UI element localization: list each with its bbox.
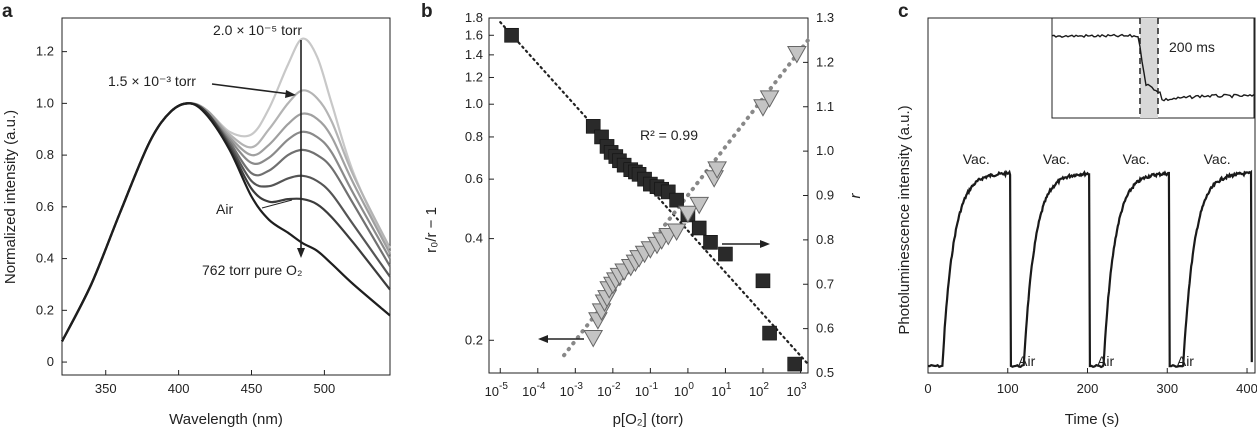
panel-b-ytick-left-label: 1.4: [465, 47, 483, 62]
air-label: Air: [1097, 353, 1114, 369]
panel-b-xtick-label: 10-3: [560, 381, 584, 399]
panel-b-ytick-left-label: 0.6: [465, 171, 483, 186]
square-point: [691, 220, 707, 236]
panel-b-ytick-right-label: 0.9: [816, 188, 834, 203]
pressure-arrow-head: [297, 248, 305, 258]
panel-c-xtick-label: 0: [924, 381, 931, 396]
panel-b-ytick-right-label: 0.6: [816, 321, 834, 336]
panel-b-ylabel-right: r: [847, 193, 864, 199]
panel-letter-a: a: [2, 1, 13, 22]
panel-a-chart: 350 400 450 500 0 0.2 0.4 0.6 0.8 1.0 1.2 Waveleng…: [2, 17, 392, 428]
panel-b-ytick-left-label: 0.8: [465, 129, 483, 144]
air-label: Air: [1177, 353, 1194, 369]
panel-b-ytick-right-label: 1.1: [816, 99, 834, 114]
triangle-point: [707, 161, 727, 179]
panel-a-xtick-label: 450: [241, 381, 263, 396]
panel-a-xtick-label: 400: [168, 381, 190, 396]
panel-b-ylabel-left: r₀/r − 1: [423, 207, 440, 253]
panel-b-xtick-label: 10-5: [485, 381, 509, 399]
panel-a-ytick-label: 1.0: [36, 95, 54, 110]
panel-b-ytick-right-label: 1.3: [816, 10, 834, 25]
square-point: [669, 192, 684, 208]
right-axis-arrow-head: [760, 240, 770, 248]
triangle-point: [787, 46, 807, 64]
panel-b-chart: 10-5 10-4 10-3 10-2 10-1 100 101 102 103 0.2 0.4 0.…: [423, 10, 864, 428]
panel-b-ytick-left-label: 0.4: [465, 231, 483, 246]
left-axis-arrow-head: [538, 335, 548, 343]
spectrum-series-6: [61, 102, 391, 342]
inset-label: 200 ms: [1169, 39, 1215, 55]
square-point: [787, 356, 802, 372]
panel-b-xtick-label: 10-4: [522, 381, 546, 399]
panel-b-ytick-left-label: 1.2: [465, 69, 483, 84]
square-point: [703, 235, 718, 250]
vac-label: Vac.: [1204, 151, 1231, 167]
panel-a-xtick-label: 500: [314, 381, 336, 396]
panel-c-xtick-label: 200: [1077, 381, 1099, 396]
panel-a-ytick-label: 0.2: [36, 302, 54, 317]
vac-label: Vac.: [1123, 151, 1150, 167]
panel-b-xtick-label: 103: [786, 381, 806, 399]
panel-b-ytick-left-label: 0.2: [465, 332, 483, 347]
panel-b-frame: [488, 17, 809, 374]
r-squared-label: R² = 0.99: [640, 127, 698, 143]
vac-label: Vac.: [963, 151, 990, 167]
triangle-point: [689, 196, 710, 215]
panel-c-ylabel: Photoluminescence intensity (a.u.): [896, 105, 913, 334]
panel-c-xtick-label: 100: [997, 381, 1019, 396]
panel-b-xtick-label: 101: [711, 381, 731, 399]
panel-a-ytick-label: 1.2: [36, 44, 54, 59]
vac-label: Vac.: [1043, 151, 1070, 167]
annotation-mid-pressure: 1.5 × 10⁻³ torr: [108, 73, 196, 89]
air-label: Air: [1018, 353, 1035, 369]
panel-b-ytick-right-label: 0.7: [816, 276, 834, 291]
panel-b-ytick-right-label: 0.5: [816, 365, 834, 380]
panel-b-ytick-left-label: 1.6: [465, 27, 483, 42]
panel-a-frame: [61, 17, 391, 376]
panel-c-chart: 0 100 200 300 400 Vac.AirVac.AirVac.AirVac. …: [896, 17, 1257, 428]
panel-c-xtick-label: 400: [1236, 381, 1257, 396]
panel-a-ytick-label: 0: [47, 354, 54, 369]
inset-trace-line: [1051, 33, 1255, 102]
square-point: [718, 246, 733, 262]
panel-a-xlabel: Wavelength (nm): [169, 411, 283, 428]
panel-b-ytick-right-label: 1.0: [816, 143, 834, 158]
square-point: [504, 27, 519, 43]
panel-b-ytick-left-label: 1.0: [465, 96, 483, 111]
panel-letter-b: b: [421, 1, 433, 22]
panel-a-ylabel: Normalized intensity (a.u.): [2, 110, 19, 284]
panel-b-ytick-left-label: 1.8: [465, 10, 483, 25]
triangle-point: [583, 330, 604, 348]
square-point: [755, 273, 771, 289]
panel-b-ytick-right-label: 1.2: [816, 54, 834, 69]
panel-c-xlabel: Time (s): [1065, 411, 1119, 428]
annotation-low-pressure: 2.0 × 10⁻⁵ torr: [213, 22, 302, 38]
triangle-point: [759, 90, 780, 108]
pl-trace-line: [927, 169, 1253, 369]
panel-c-xtick-label: 300: [1156, 381, 1178, 396]
panel-a-xtick-label: 350: [95, 381, 117, 396]
triangle-point: [678, 205, 698, 224]
panel-b-ytick-right-label: 0.8: [816, 232, 834, 247]
inset-highlight: [1140, 18, 1158, 118]
panel-a-ytick-label: 0.6: [36, 199, 54, 214]
panel-b-xtick-label: 10-2: [597, 381, 621, 399]
air-leader-line: [261, 199, 293, 209]
square-point: [762, 325, 777, 341]
panel-a-ytick-label: 0.4: [36, 251, 54, 266]
annotation-air: Air: [216, 201, 233, 217]
panel-b-xtick-label: 100: [674, 381, 694, 399]
mid-arrow-head: [285, 90, 296, 98]
panel-a-ytick-label: 0.8: [36, 147, 54, 162]
panel-letter-c: c: [898, 1, 909, 22]
annotation-o2: 762 torr pure O₂: [202, 262, 302, 278]
triangle-point: [666, 223, 687, 242]
panel-b-xtick-label: 102: [749, 381, 769, 399]
mid-arrow: [211, 83, 291, 95]
panel-b-xlabel: p[O₂] (torr): [613, 411, 684, 428]
spectrum-series-7: [61, 102, 391, 342]
panel-b-xtick-label: 10-1: [635, 381, 659, 399]
